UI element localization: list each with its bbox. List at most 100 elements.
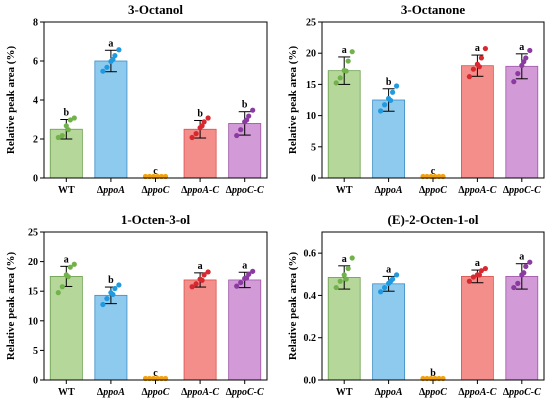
data-point — [201, 272, 207, 278]
data-point — [482, 265, 488, 272]
data-point — [478, 268, 484, 274]
y-tick-label: 5 — [33, 346, 38, 357]
x-tick-label: ΔppoC — [142, 185, 170, 196]
data-point — [104, 295, 110, 302]
data-point — [205, 269, 211, 275]
data-point — [333, 284, 339, 291]
y-axis-label: Relative peak area (%) — [5, 252, 17, 361]
data-point — [523, 263, 529, 270]
x-tick-label: ΔppoC — [419, 185, 447, 196]
y-tick-label: 0 — [33, 174, 38, 185]
data-point — [345, 58, 351, 64]
data-point — [470, 274, 476, 280]
bar-1 — [327, 70, 361, 179]
data-point — [349, 255, 355, 261]
significance-label-1: a — [342, 254, 347, 265]
data-point — [55, 290, 61, 296]
y-tick-label: 0.0 — [304, 376, 317, 387]
chart-panel-3: 1-Octen-3-ol Relative peak area (%) a WT b Δp… — [5, 212, 268, 398]
data-point — [527, 47, 533, 54]
plot-frame — [43, 21, 268, 179]
data-point — [527, 259, 533, 265]
y-axis-label: Relative peak area (%) — [287, 252, 299, 361]
data-point — [199, 277, 205, 283]
data-point — [100, 301, 106, 308]
bar-4 — [461, 275, 494, 381]
bar-5 — [228, 279, 262, 381]
significance-label-2: b — [108, 275, 114, 286]
data-point — [345, 265, 351, 272]
significance-label-5: a — [242, 260, 247, 271]
data-point — [390, 89, 396, 95]
x-tick-label: WT — [336, 387, 353, 398]
y-tick-label: 25 — [28, 228, 38, 239]
y-tick-label: 0.6 — [304, 249, 317, 260]
significance-label-5: b — [242, 100, 248, 111]
data-point — [521, 270, 527, 276]
y-axis-label: Relative peak area (%) — [5, 46, 17, 155]
data-point — [65, 274, 71, 280]
data-point — [470, 66, 476, 72]
x-tick-label: ΔppoA-C — [181, 185, 219, 196]
x-tick-label: ΔppoA-C — [458, 387, 496, 398]
data-point — [238, 127, 244, 133]
data-point — [478, 55, 484, 61]
significance-label-3: c — [431, 166, 436, 177]
data-point — [71, 115, 77, 121]
plot-frame — [321, 21, 545, 179]
x-tick-label: ΔppoC — [142, 387, 170, 398]
data-point — [65, 127, 71, 133]
data-point — [378, 289, 384, 295]
data-point — [521, 59, 527, 65]
x-tick-label: WT — [58, 387, 75, 398]
data-point — [476, 272, 482, 278]
data-point — [511, 79, 517, 85]
y-tick-label: 6 — [33, 57, 38, 68]
data-point — [67, 264, 73, 270]
bar-5 — [505, 65, 539, 179]
significance-label-3: c — [153, 166, 158, 177]
chart-title: 3-Octanol — [128, 2, 183, 17]
x-tick-label: WT — [336, 185, 353, 196]
significance-label-1: a — [64, 254, 69, 265]
data-point — [116, 282, 122, 288]
significance-label-2: b — [386, 77, 392, 88]
data-point — [333, 80, 339, 86]
y-tick-label: 0.4 — [304, 291, 317, 302]
data-point — [341, 272, 347, 278]
data-point — [193, 131, 199, 137]
chart-title: 1-Octen-3-ol — [121, 212, 191, 227]
data-point — [394, 83, 400, 89]
data-point — [189, 284, 195, 290]
bar-2 — [372, 283, 405, 381]
bar-2 — [94, 294, 128, 381]
data-point — [71, 261, 77, 267]
data-point — [388, 278, 394, 284]
data-point — [476, 64, 482, 70]
y-tick-label: 20 — [28, 257, 38, 268]
data-point — [238, 279, 244, 286]
bar-5 — [505, 275, 539, 381]
significance-label-2: a — [108, 38, 113, 49]
data-point — [343, 68, 349, 74]
plot-frame — [321, 231, 545, 381]
data-point — [189, 134, 195, 141]
x-tick-label: ΔppoA — [97, 185, 125, 196]
x-tick-label: ΔppoC-C — [503, 185, 541, 196]
data-point — [337, 75, 343, 81]
data-point — [466, 278, 472, 284]
data-point — [511, 284, 517, 291]
data-point — [337, 278, 343, 284]
significance-label-3: b — [430, 368, 436, 379]
data-point — [116, 47, 122, 53]
data-point — [482, 45, 488, 52]
chart-title: 3-Octanone — [401, 2, 466, 17]
data-point — [63, 123, 69, 129]
x-tick-label: ΔppoC-C — [226, 185, 264, 196]
significance-label-2: a — [386, 264, 391, 275]
bar-4 — [461, 65, 494, 179]
y-tick-label: 20 — [306, 49, 316, 60]
significance-label-5: a — [519, 252, 524, 263]
data-point — [55, 134, 61, 141]
plot-frame — [43, 231, 268, 381]
